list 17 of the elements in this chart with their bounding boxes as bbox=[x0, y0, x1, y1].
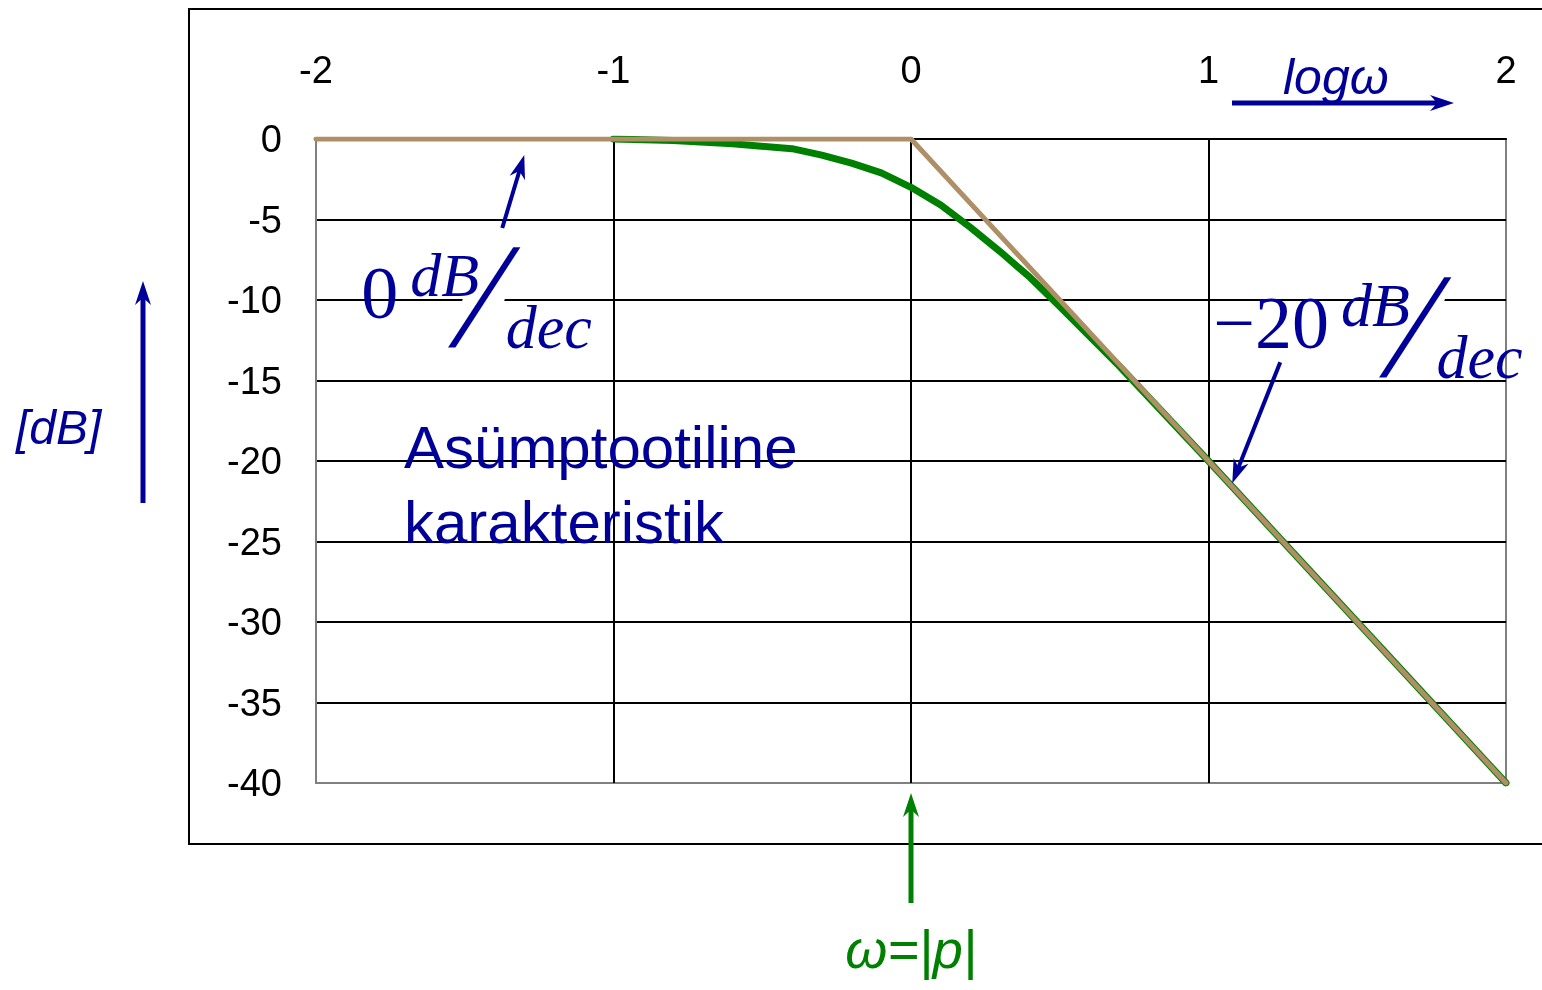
y-tick-label: -30 bbox=[227, 601, 282, 643]
x-tick-label: 1 bbox=[1197, 49, 1220, 91]
y-tick-label: -15 bbox=[227, 359, 282, 402]
y-axis-title: [dB] bbox=[16, 401, 102, 454]
y-tick-label: -10 bbox=[227, 279, 282, 321]
y-tick-label: -25 bbox=[227, 520, 282, 563]
x-tick-label: 2 bbox=[1495, 49, 1517, 91]
x-tick-label: -1 bbox=[596, 49, 631, 91]
x-tick-label: 0 bbox=[900, 49, 922, 91]
y-tick-label: 0 bbox=[260, 118, 282, 160]
x-tick-label: -2 bbox=[299, 49, 333, 91]
text: ω=|p| bbox=[845, 919, 977, 979]
x-axis-title: logω bbox=[1283, 49, 1389, 105]
y-tick-label: -5 bbox=[248, 198, 282, 241]
y-tick-label: -20 bbox=[227, 440, 282, 482]
y-tick-label: -40 bbox=[227, 762, 282, 804]
y-tick-label: -35 bbox=[227, 681, 282, 724]
